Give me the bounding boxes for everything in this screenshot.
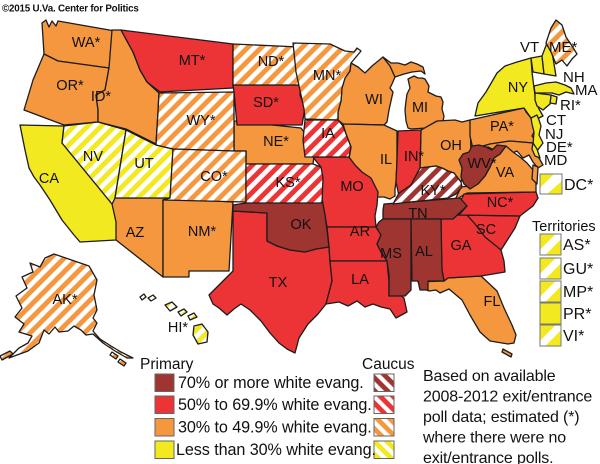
svg-text:GA: GA <box>451 238 472 254</box>
svg-text:Caucus: Caucus <box>362 356 415 373</box>
svg-text:AS*: AS* <box>563 237 591 254</box>
svg-text:PA*: PA* <box>490 119 514 135</box>
svg-text:TN: TN <box>408 206 427 222</box>
svg-text:MT*: MT* <box>179 53 206 69</box>
svg-text:OK: OK <box>291 217 312 233</box>
svg-text:IA: IA <box>321 126 335 142</box>
svg-text:Based on available: Based on available <box>423 368 556 385</box>
svg-text:VA: VA <box>496 165 515 181</box>
svg-text:IL: IL <box>380 152 392 168</box>
svg-text:WY*: WY* <box>187 113 216 129</box>
svg-text:Territories: Territories <box>532 219 596 235</box>
svg-text:poll data; estimated (*): poll data; estimated (*) <box>423 409 579 426</box>
svg-text:DE*: DE* <box>546 139 573 156</box>
svg-text:NH: NH <box>563 69 585 86</box>
svg-text:30% to 49.9% white evang.: 30% to 49.9% white evang. <box>178 419 372 437</box>
svg-text:50% to 69.9% white evang.: 50% to 69.9% white evang. <box>178 396 372 414</box>
svg-text:AK*: AK* <box>53 292 78 308</box>
svg-text:LA: LA <box>351 272 369 288</box>
svg-text:MD: MD <box>544 152 567 169</box>
svg-text:CT: CT <box>546 112 566 129</box>
svg-text:MA: MA <box>575 82 598 99</box>
svg-text:NC*: NC* <box>487 195 514 211</box>
svg-text:WA*: WA* <box>72 35 101 51</box>
svg-text:AZ: AZ <box>126 225 145 241</box>
svg-text:TX: TX <box>269 275 288 291</box>
svg-text:WV*: WV* <box>468 156 497 172</box>
svg-text:MI: MI <box>412 100 428 116</box>
svg-text:NM*: NM* <box>188 224 217 240</box>
svg-text:MN*: MN* <box>313 68 342 84</box>
svg-text:CO*: CO* <box>200 169 228 185</box>
svg-text:IN*: IN* <box>404 149 425 165</box>
svg-text:NJ: NJ <box>545 126 563 143</box>
svg-text:KY*: KY* <box>421 183 446 199</box>
svg-text:70% or more white evang.: 70% or more white evang. <box>178 374 364 392</box>
svg-text:exit/entrance polls.: exit/entrance polls. <box>423 450 553 464</box>
svg-text:AL: AL <box>415 244 433 260</box>
svg-text:NE*: NE* <box>263 134 289 150</box>
svg-text:Primary: Primary <box>140 356 194 373</box>
svg-text:PR*: PR* <box>563 306 591 323</box>
svg-text:AR: AR <box>350 224 370 240</box>
svg-text:CA: CA <box>39 171 59 187</box>
svg-text:NV: NV <box>83 149 103 165</box>
svg-text:UT: UT <box>134 156 153 172</box>
svg-text:DC*: DC* <box>564 177 593 194</box>
svg-text:ND*: ND* <box>258 54 285 70</box>
svg-text:OR*: OR* <box>56 78 84 94</box>
svg-text:2008-2012 exit/entrance: 2008-2012 exit/entrance <box>423 389 592 406</box>
svg-text:Less than 30% white evang.: Less than 30% white evang. <box>176 441 376 459</box>
svg-text:RI*: RI* <box>560 97 581 114</box>
svg-text:NY: NY <box>508 80 528 96</box>
svg-text:KS*: KS* <box>276 175 301 191</box>
svg-text:VI*: VI* <box>563 328 584 345</box>
svg-text:SC: SC <box>476 222 496 238</box>
svg-text:MO: MO <box>340 179 363 195</box>
svg-text:VT: VT <box>520 39 539 56</box>
svg-text:ID*: ID* <box>91 89 112 105</box>
svg-text:MS: MS <box>380 246 402 262</box>
svg-text:SD*: SD* <box>253 95 279 111</box>
svg-text:©2015 U.Va. Center for Politic: ©2015 U.Va. Center for Politics <box>2 4 139 15</box>
svg-text:WI: WI <box>365 92 383 108</box>
svg-text:OH: OH <box>440 138 462 154</box>
svg-text:FL: FL <box>484 294 501 310</box>
svg-text:where there were no: where there were no <box>422 430 566 447</box>
svg-text:MP*: MP* <box>563 284 593 301</box>
svg-text:ME*: ME* <box>549 39 578 56</box>
svg-text:GU*: GU* <box>563 261 593 278</box>
svg-text:HI*: HI* <box>168 320 189 336</box>
